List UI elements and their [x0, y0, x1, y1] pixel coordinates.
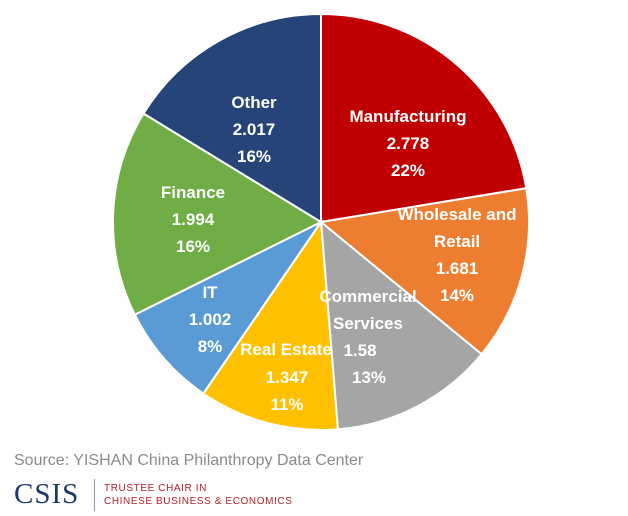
slice-wholesale-and-retail [318, 187, 530, 356]
logo-divider [94, 479, 95, 511]
label-it-value: 1.002 [189, 310, 232, 329]
label-wholesale-and-retail-name: Wholesale and [397, 205, 516, 224]
label-finance-percent: 16% [176, 237, 210, 256]
label-commercial-services-value: 1.58 [343, 341, 376, 360]
label-wholesale-and-retail-name: Retail [434, 232, 480, 251]
label-real-estate-percent: 11% [270, 395, 303, 414]
slice-commercial-services [319, 219, 483, 431]
label-other-name: Other [231, 93, 277, 112]
label-manufacturing-percent: 22% [391, 161, 425, 180]
label-other-percent: 16% [237, 147, 271, 166]
label-wholesale-and-retail-value: 1.681 [436, 259, 479, 278]
label-manufacturing-name: Manufacturing [349, 107, 466, 126]
pie-chart: Manufacturing 2.778 22% Wholesale and Retail… [112, 12, 530, 431]
logo-subtitle-line-2: CHINESE BUSINESS & ECONOMICS [104, 496, 293, 507]
label-it-percent: 8% [198, 337, 223, 356]
label-wholesale-and-retail-percent: 14% [440, 286, 474, 305]
label-other-value: 2.017 [233, 120, 276, 139]
slice-manufacturing [320, 12, 528, 224]
label-manufacturing-value: 2.778 [387, 134, 430, 153]
logo-subtitle: TRUSTEE CHAIR IN CHINESE BUSINESS & ECON… [104, 482, 293, 508]
label-finance-name: Finance [161, 183, 225, 202]
pie-slices [112, 12, 530, 431]
logo-subtitle-line-1: TRUSTEE CHAIR IN [104, 483, 207, 494]
label-it-name: IT [202, 283, 218, 302]
label-commercial-services-name: Commercial [319, 287, 416, 306]
label-real-estate-value: 1.347 [266, 368, 309, 387]
slice-finance [112, 112, 324, 317]
label-commercial-services-percent: 13% [352, 368, 386, 387]
slice-other [142, 12, 322, 224]
source-note: Source: YISHAN China Philanthropy Data C… [14, 452, 364, 469]
pie-labels: Manufacturing 2.778 22% Wholesale and Retail… [161, 93, 517, 414]
label-commercial-services-name: Services [333, 314, 403, 333]
label-real-estate-name: Real Estate [240, 340, 332, 359]
slice-real-estate [201, 219, 339, 431]
csis-logo: CSIS [14, 478, 80, 510]
slice-it [133, 219, 325, 395]
label-finance-value: 1.994 [172, 210, 215, 229]
